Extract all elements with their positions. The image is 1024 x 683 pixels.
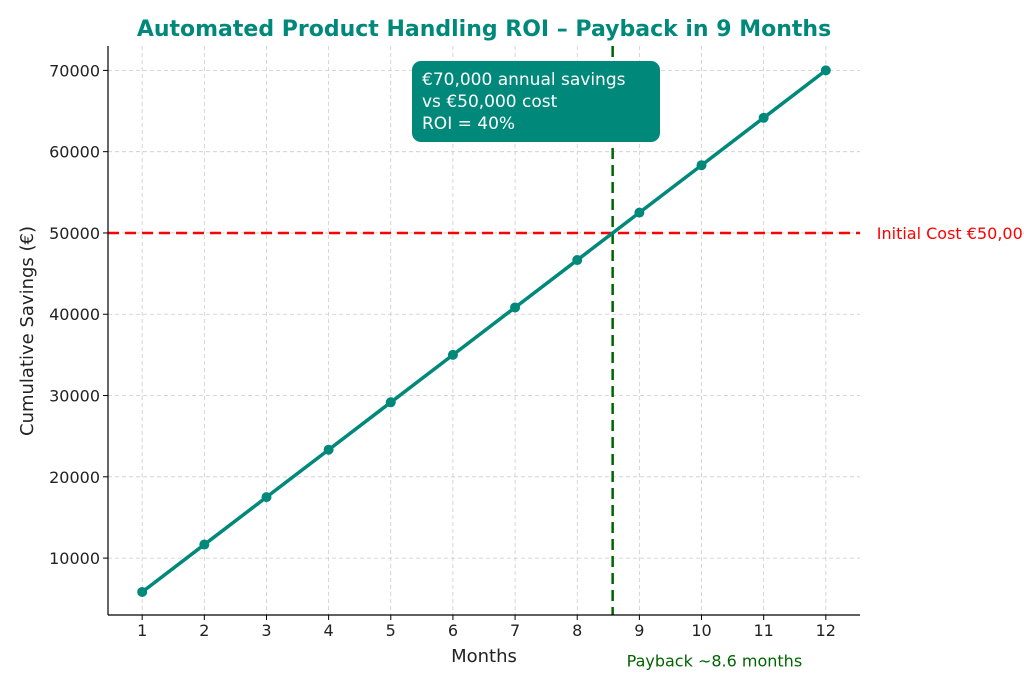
annotation-box-line: vs €50,000 cost: [422, 92, 558, 112]
x-tick-label: 2: [199, 621, 209, 640]
y-tick-label: 10000: [49, 549, 100, 568]
tick-labels: 1 2 3 4 5 6 7 8 9 10 11 121000020000300004000050000…: [49, 61, 836, 640]
data-point: [199, 539, 210, 550]
annotation-box-background: [412, 61, 660, 142]
x-tick-label: 12: [816, 621, 836, 640]
x-tick-label: 9: [634, 621, 644, 640]
x-tick-label: 11: [753, 621, 773, 640]
annotation-box-line: ROI = 40%: [422, 114, 515, 134]
x-tick-label: 10: [691, 621, 711, 640]
data-point: [572, 255, 583, 266]
y-tick-label: 50000: [49, 224, 100, 243]
data-point: [323, 444, 334, 455]
x-axis-label: Months: [451, 646, 517, 667]
data-point: [447, 349, 458, 360]
data-point: [696, 160, 707, 171]
y-tick-label: 30000: [49, 387, 100, 406]
x-tick-label: 1: [137, 621, 147, 640]
y-axis-label: Cumulative Savings (€): [17, 226, 38, 436]
y-tick-label: 70000: [49, 61, 100, 80]
data-point: [261, 492, 272, 503]
data-point: [137, 586, 148, 597]
data-point: [510, 302, 521, 313]
x-tick-label: 4: [324, 621, 334, 640]
series-layer: [137, 65, 831, 597]
chart-title: Automated Product Handling ROI – Payback…: [137, 17, 831, 42]
x-tick-label: 7: [510, 621, 520, 640]
y-tick-label: 40000: [49, 305, 100, 324]
data-point: [820, 65, 831, 76]
x-tick-label: 3: [261, 621, 271, 640]
x-tick-label: 5: [386, 621, 396, 640]
y-tick-label: 20000: [49, 468, 100, 487]
payback-line-label: Payback ~8.6 months: [627, 651, 803, 670]
annotation-box-line: €70,000 annual savings: [422, 70, 626, 90]
axes: [107, 46, 860, 616]
x-tick-label: 8: [572, 621, 582, 640]
x-tick-label: 6: [448, 621, 458, 640]
data-point: [634, 207, 645, 218]
cost-line-label: Initial Cost €50,000: [877, 224, 1024, 243]
y-tick-label: 60000: [49, 143, 100, 162]
savings-line: [141, 68, 827, 594]
data-point: [385, 397, 396, 408]
data-point: [758, 112, 769, 123]
